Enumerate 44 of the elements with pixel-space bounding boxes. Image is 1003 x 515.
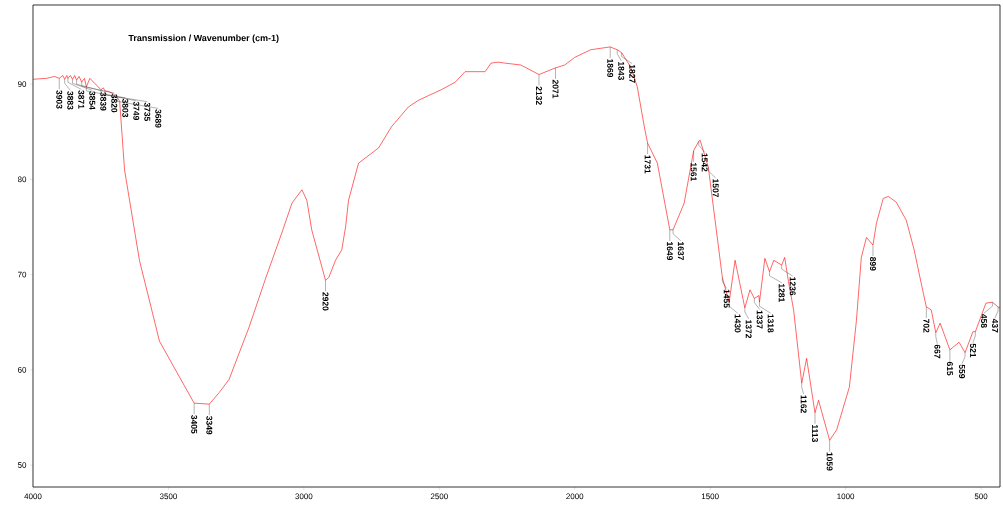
annotation: 2071 [552, 79, 559, 99]
annotation: 3349 [206, 416, 213, 435]
annotation: 3883 [67, 91, 74, 110]
annotation: 1561 [690, 162, 697, 182]
annotation: 3689 [155, 109, 162, 128]
annotation: 1337 [756, 310, 763, 329]
annotation: 1649 [666, 242, 673, 261]
annotation: 3871 [78, 90, 85, 109]
annotation: 3903 [56, 90, 63, 109]
annotation: 1318 [767, 314, 774, 333]
annotation: 437 [992, 318, 998, 333]
annotation: 1059 [826, 452, 833, 471]
annotation: 899 [869, 257, 876, 271]
annotation: 3839 [100, 92, 107, 111]
annotation: 1827 [629, 64, 636, 83]
annotation: 3820 [111, 94, 118, 113]
annotation: 615 [946, 361, 953, 376]
annotation: 3803 [122, 98, 129, 118]
annotation: 1637 [677, 242, 684, 260]
annotation: 3735 [144, 102, 151, 122]
annotation: 1281 [778, 283, 785, 303]
line-series [32, 46, 1001, 441]
annotation: 3405 [191, 415, 198, 434]
annotation: 2132 [535, 86, 542, 105]
annotation: 1731 [644, 155, 651, 174]
annotation: 3749 [133, 101, 140, 120]
annotation: 1507 [712, 179, 719, 198]
annotation: 1542 [701, 153, 708, 172]
annotation: 1869 [607, 59, 614, 78]
annotation: 559 [959, 364, 965, 379]
annotation: 1162 [800, 395, 807, 413]
annotation: 1843 [618, 61, 625, 80]
annotation: 1455 [723, 289, 730, 308]
annotation: 521 [970, 343, 976, 358]
annotation: 3854 [89, 91, 96, 110]
annotation: 667 [934, 344, 941, 359]
annotation: 1372 [745, 320, 752, 339]
annotation: 458 [981, 314, 987, 328]
annotation: 702 [923, 319, 930, 333]
annotation: 1113 [811, 424, 818, 442]
annotation: 2920 [322, 292, 329, 311]
text: Transmission / Wavenumber (cm-1) [128, 34, 279, 43]
annotation: 1430 [734, 314, 741, 333]
annotation: 1236 [789, 277, 796, 296]
